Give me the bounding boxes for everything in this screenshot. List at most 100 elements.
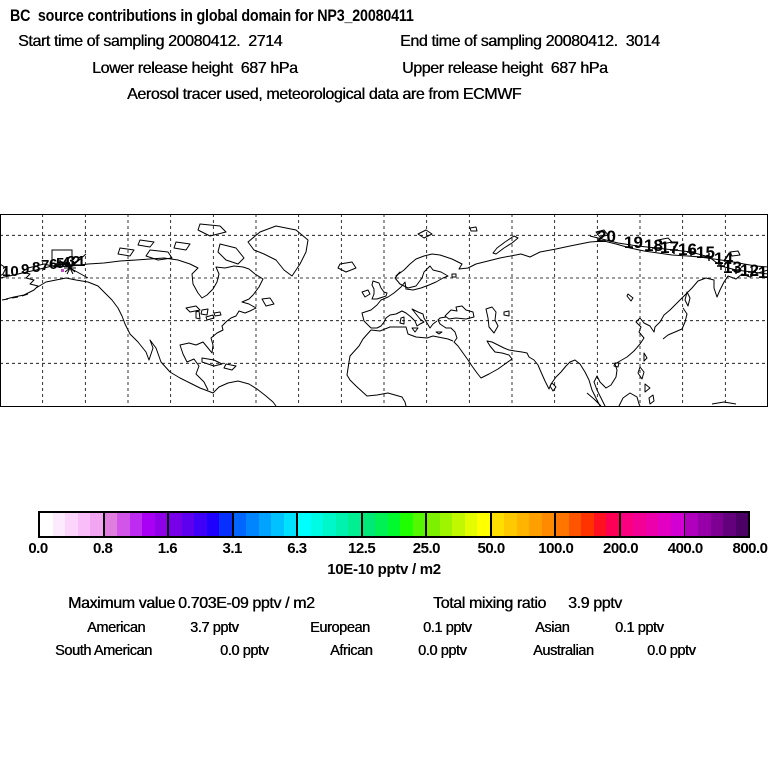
- colorbar-cell: [142, 513, 155, 536]
- stat-region-name: South American: [55, 643, 152, 659]
- colorbar-cell: [645, 513, 659, 536]
- trajectory-day-label-10: 10: [2, 263, 19, 280]
- trajectory-day-label-13: 13: [723, 258, 742, 277]
- colorbar-cell: [400, 513, 413, 536]
- colorbar-tick-0.0: 0.0: [28, 540, 48, 557]
- stat-region-name: European: [310, 620, 370, 636]
- stat-region-name: African: [330, 643, 373, 659]
- stat-region-name: American: [87, 620, 146, 636]
- colorbar-cell: [117, 513, 130, 536]
- colorbar-tick-0.8: 0.8: [93, 540, 113, 557]
- colorbar-cell: [104, 513, 118, 536]
- stat-region-value: 0.0 pptv: [418, 643, 467, 659]
- stat-total-value: 3.9 pptv: [568, 595, 622, 612]
- colorbar-tick-1.6: 1.6: [157, 540, 178, 557]
- colorbar-cell: [169, 513, 182, 536]
- stats-row-regions-2: South American 0.0 pptv African 0.0 pptv Aus…: [0, 643, 768, 661]
- colorbar-cell: [464, 513, 478, 536]
- colorbar-tick-labels: 0.0 0.8 1.6 3.1 6.3 12.5 25.0 50.0 100.0 200.0 400…: [0, 540, 768, 558]
- trajectory-day-label-9: 9: [21, 261, 29, 278]
- colorbar-cell: [129, 513, 143, 536]
- trajectory-day-label-4: 4: [62, 254, 71, 271]
- colorbar-cell: [298, 513, 311, 536]
- colorbar-segment-10: [685, 513, 749, 536]
- colorbar-cell: [375, 513, 388, 536]
- colorbar-cell: [77, 513, 91, 536]
- stats-row-max-total: Maximum value 0.703E-09 pptv / m2 Total mi…: [0, 595, 768, 613]
- trajectory-plus-marker: [732, 266, 740, 274]
- trajectory-day-label-17: 17: [660, 238, 679, 257]
- colorbar-segment-8: [556, 513, 621, 536]
- stat-max-label: Maximum value: [68, 595, 175, 612]
- colorbar-cell: [697, 513, 711, 536]
- colorbar-cell: [620, 513, 634, 536]
- colorbar-tick-50.0: 50.0: [477, 540, 505, 557]
- colorbar-cell: [323, 513, 336, 536]
- trajectory-day-label-8: 8: [32, 259, 40, 276]
- colorbar-segment-3: [233, 513, 299, 536]
- trajectory-plus-marker: [705, 253, 713, 261]
- colorbar-cell: [633, 513, 646, 536]
- colorbar-cell: [541, 513, 555, 536]
- coastlines: [0, 223, 768, 407]
- colorbar-cell: [194, 513, 207, 536]
- trajectory-day-label-3: 3: [67, 253, 75, 270]
- colorbar-tick-100.0: 100.0: [538, 540, 574, 557]
- colorbar-cell: [40, 513, 53, 536]
- colorbar-cell: [427, 513, 440, 536]
- stat-region-value: 0.0 pptv: [220, 643, 269, 659]
- colorbar-cell: [735, 513, 749, 536]
- trajectory-line: [0, 263, 71, 279]
- colorbar-cell: [90, 513, 103, 536]
- colorbar-cell: [181, 513, 195, 536]
- stat-region-name: Australian: [533, 643, 594, 659]
- trajectory-day-label-5: 5: [56, 255, 64, 272]
- colorbar-cell: [283, 513, 297, 536]
- colorbar-cell: [246, 513, 259, 536]
- tracer-note-label: Aerosol tracer used, meteorological data…: [127, 86, 522, 103]
- trajectory-day-label-14: 14: [714, 249, 733, 268]
- trajectory-day-label-16: 16: [678, 240, 697, 259]
- trajectory-day-label-19: 19: [624, 233, 643, 252]
- colorbar-cell: [529, 513, 542, 536]
- colorbar-cell: [477, 513, 490, 536]
- colorbar-tick-12.5: 12.5: [348, 540, 376, 557]
- colorbar-cell: [593, 513, 607, 536]
- stat-region-value: 3.7 pptv: [190, 620, 239, 636]
- colorbar-segment-4: [298, 513, 363, 536]
- trajectory-day-label-20: 20: [597, 227, 616, 246]
- trajectory-day-label-11: 11: [758, 263, 768, 282]
- lower-release-label: Lower release height 687 hPa: [92, 60, 298, 77]
- colorbar-cell: [258, 513, 272, 536]
- colorbar-cell: [335, 513, 349, 536]
- trajectory-day-label-15: 15: [696, 243, 715, 262]
- colorbar-cell: [491, 513, 505, 536]
- colorbar-cell: [52, 513, 66, 536]
- colorbar-cell: [348, 513, 361, 536]
- colorbar-cell: [310, 513, 324, 536]
- colorbar-segment-1: [104, 513, 170, 536]
- colorbar-tick-25.0: 25.0: [412, 540, 441, 557]
- stat-max-value: 0.703E-09 pptv / m2: [178, 595, 315, 612]
- colorbar-cell: [710, 513, 724, 536]
- stat-total-label: Total mixing ratio: [433, 595, 546, 612]
- trajectory-plus-marker: [56, 260, 64, 268]
- trajectory-day-label-2: 2: [72, 253, 80, 270]
- stat-region-value: 0.1 pptv: [423, 620, 472, 636]
- colorbar-cell: [606, 513, 619, 536]
- stat-region-value: 0.0 pptv: [647, 643, 696, 659]
- colorbar-tick-6.3: 6.3: [287, 540, 307, 557]
- trajectory-day-label-1: 1: [77, 253, 85, 270]
- colorbar-cell: [556, 513, 569, 536]
- colorbar-tick-3.1: 3.1: [222, 540, 242, 557]
- colorbar-cell: [439, 513, 453, 536]
- colorbar-cell: [658, 513, 671, 536]
- colorbar-cell: [516, 513, 530, 536]
- trajectory-day-label-6: 6: [49, 256, 57, 273]
- colorbar-segment-5: [362, 513, 428, 536]
- trajectory-plus-marker: [717, 262, 725, 270]
